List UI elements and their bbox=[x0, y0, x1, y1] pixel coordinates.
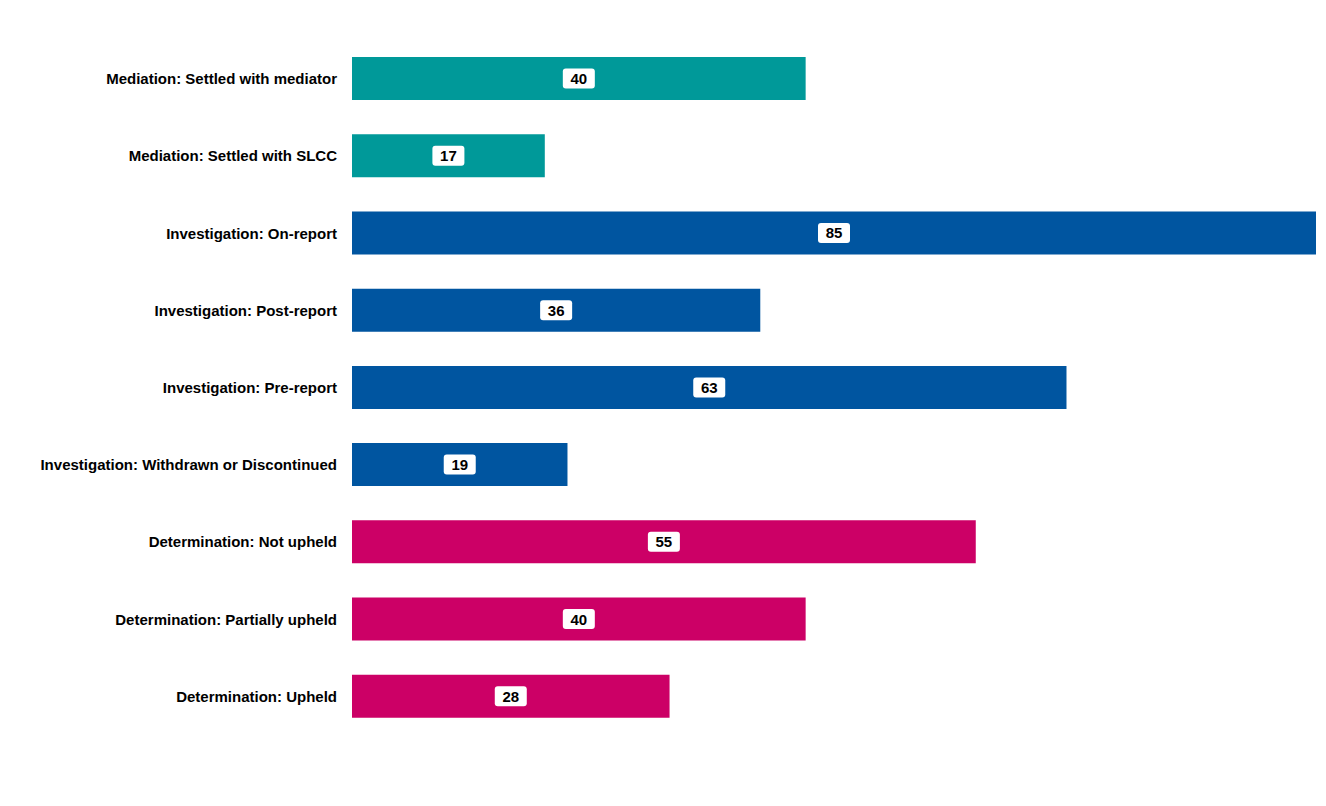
svg-text:Determination: Partially uphel: Determination: Partially upheld bbox=[115, 611, 337, 628]
svg-text:Investigation: Post-report: Investigation: Post-report bbox=[154, 302, 337, 319]
svg-text:36: 36 bbox=[548, 302, 565, 319]
svg-text:Investigation: Withdrawn or Di: Investigation: Withdrawn or Discontinued bbox=[40, 456, 337, 473]
svg-text:17: 17 bbox=[440, 147, 457, 164]
svg-text:40: 40 bbox=[570, 611, 587, 628]
svg-text:Mediation: Settled with SLCC: Mediation: Settled with SLCC bbox=[129, 147, 337, 164]
svg-text:Investigation: On-report: Investigation: On-report bbox=[166, 225, 337, 242]
svg-text:85: 85 bbox=[826, 224, 843, 241]
svg-text:40: 40 bbox=[570, 70, 587, 87]
svg-text:Investigation: Pre-report: Investigation: Pre-report bbox=[163, 379, 337, 396]
svg-text:19: 19 bbox=[451, 456, 468, 473]
svg-text:55: 55 bbox=[656, 533, 673, 550]
svg-text:28: 28 bbox=[502, 688, 519, 705]
svg-text:Determination: Upheld: Determination: Upheld bbox=[176, 688, 337, 705]
svg-text:63: 63 bbox=[701, 379, 718, 396]
svg-text:Mediation: Settled with mediat: Mediation: Settled with mediator bbox=[106, 70, 337, 87]
svg-text:Determination: Not upheld: Determination: Not upheld bbox=[149, 533, 337, 550]
